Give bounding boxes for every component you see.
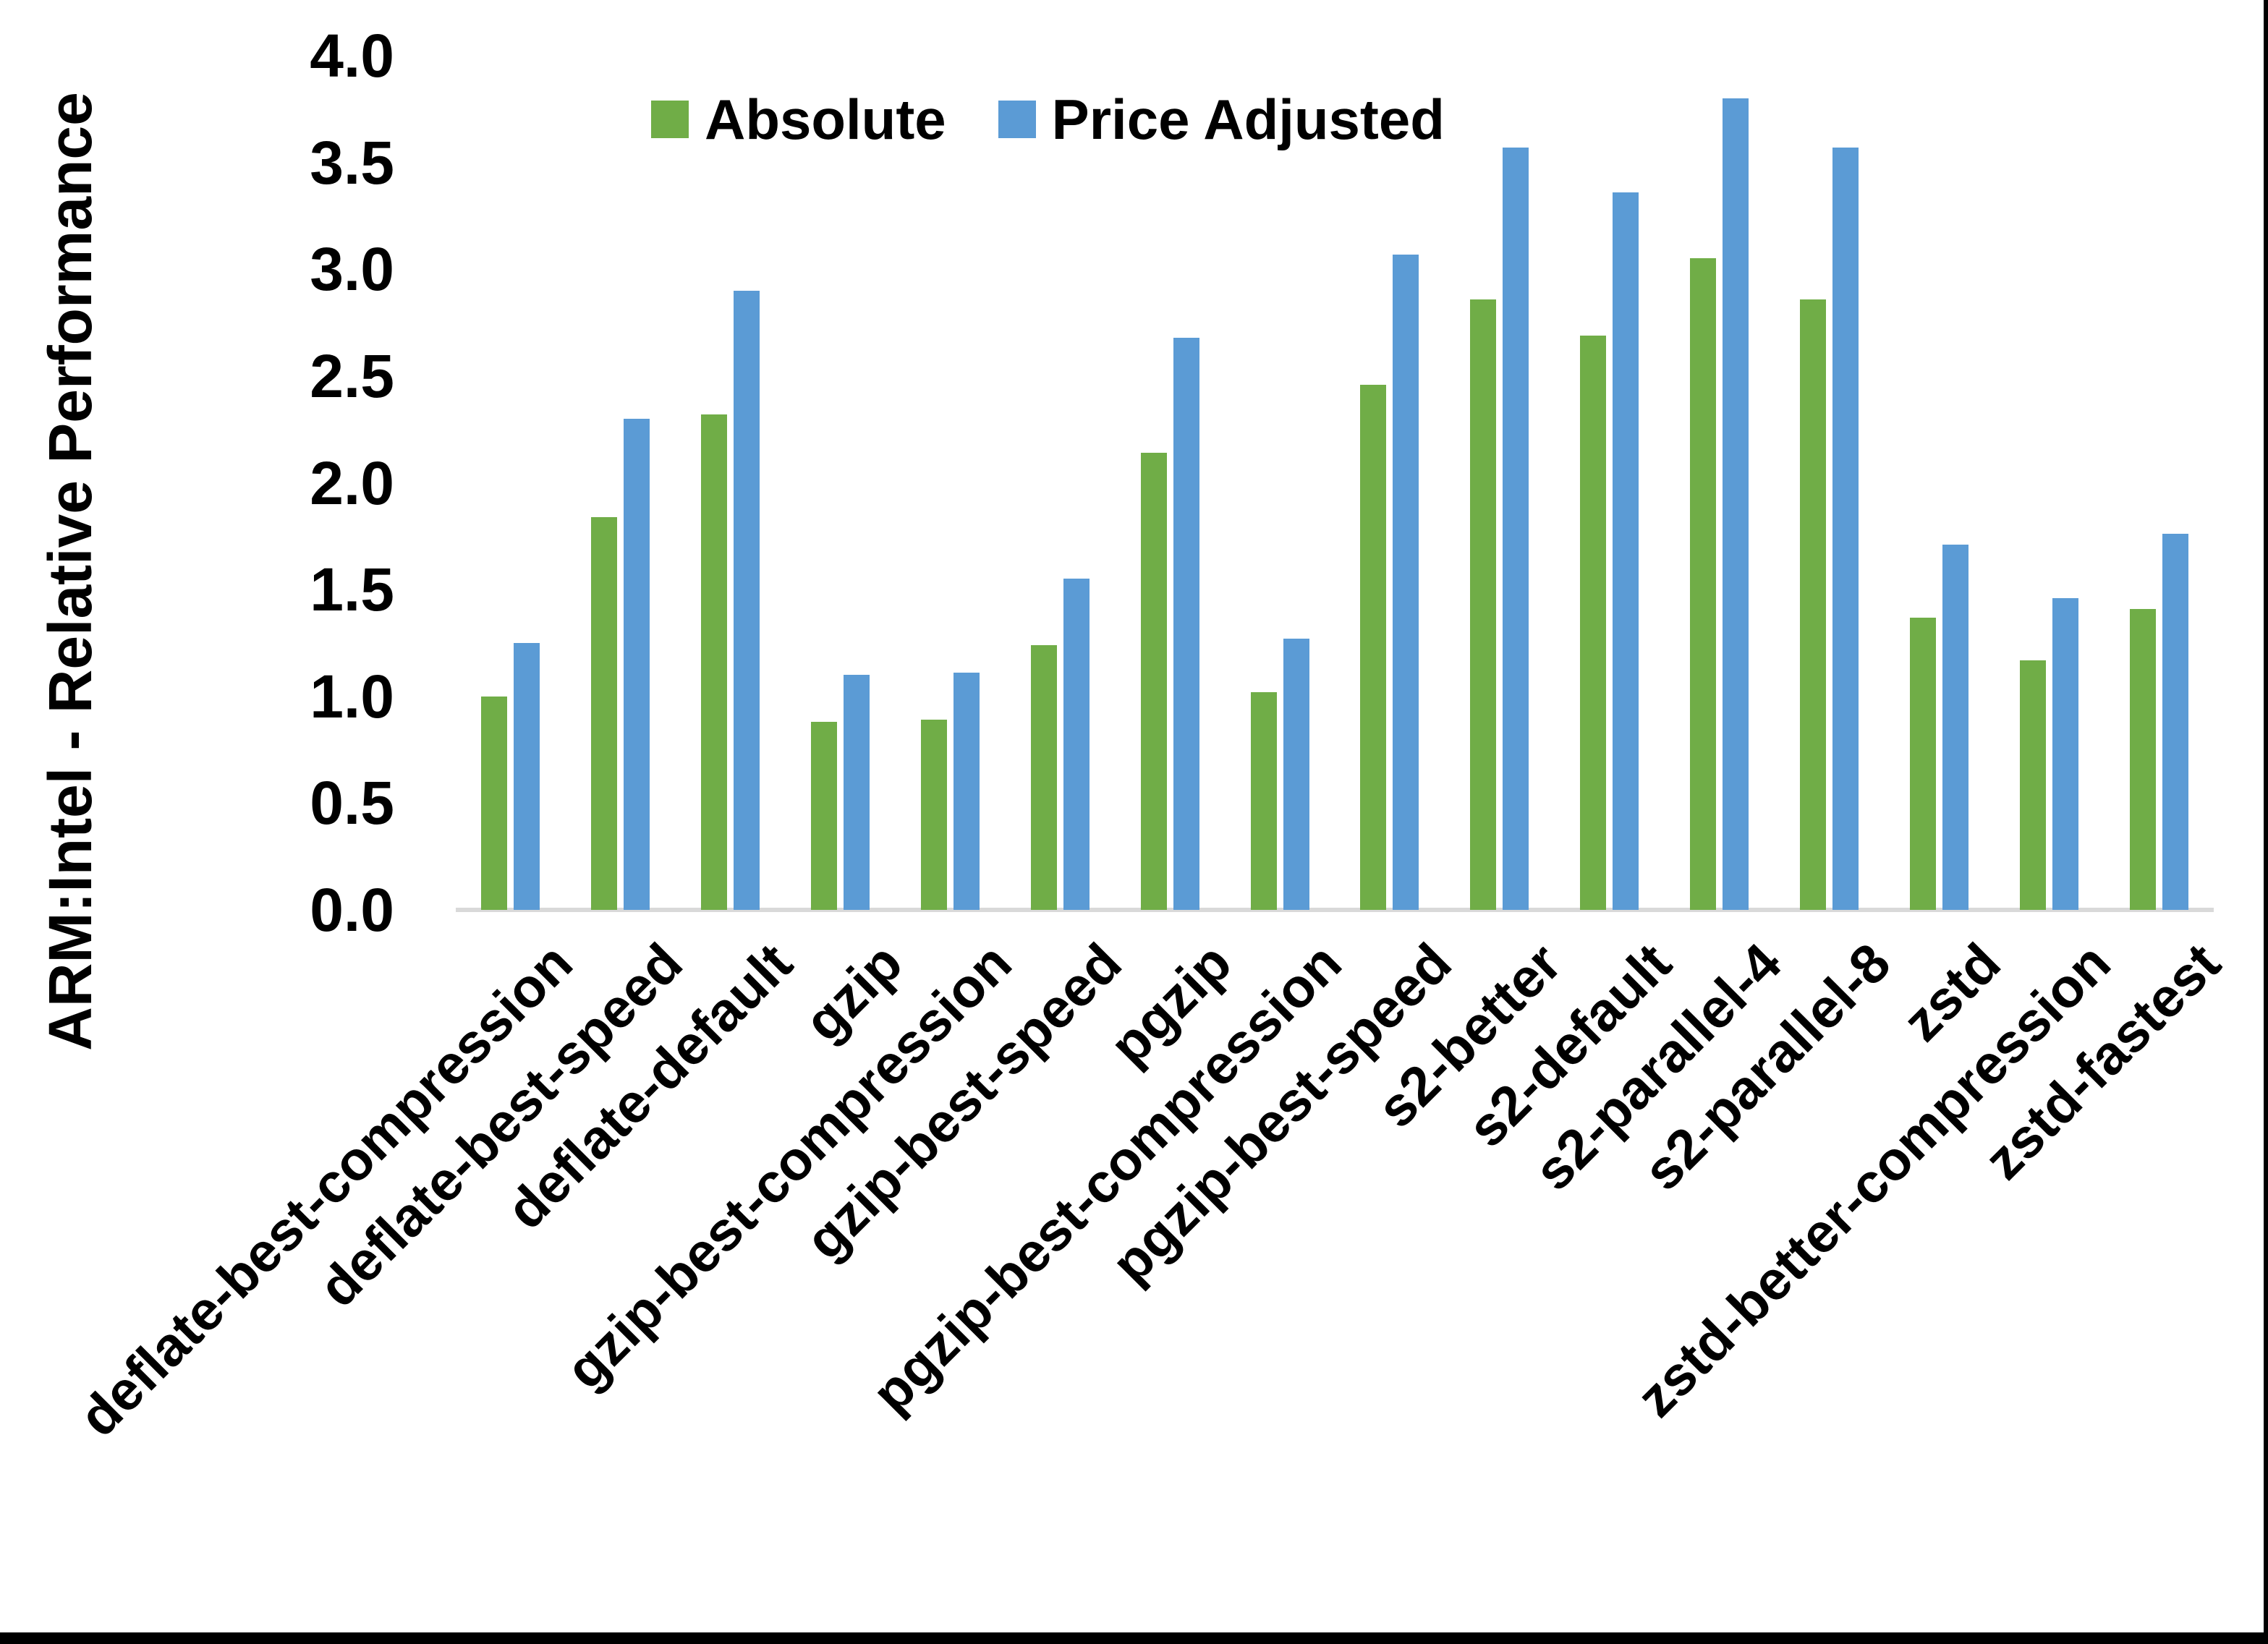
y-tick-label: 4.0 [310,22,394,90]
bars-container [456,56,2214,910]
legend-label: Price Adjusted [1051,88,1445,151]
plot-area [456,56,2214,912]
category-group-deflate-default [676,56,786,910]
bar-price-adjusted-deflate-best-speed [624,419,650,910]
category-group-pgzip-best-speed [1335,56,1445,910]
bar-price-adjusted-s2-parallel-8 [1832,148,1859,910]
category-group-zstd-better-compression [1994,56,2104,910]
bar-absolute-deflate-best-compression [481,697,508,910]
category-group-s2-default [1555,56,1665,910]
y-tick-label: 3.0 [310,235,394,303]
bar-price-adjusted-deflate-default [734,291,760,910]
bar-absolute-zstd-fastest [2129,609,2156,910]
bar-absolute-deflate-default [701,414,728,910]
x-axis-line [456,908,2214,912]
category-group-s2-better [1445,56,1555,910]
bar-price-adjusted-zstd-better-compression [2052,598,2078,910]
bar-price-adjusted-s2-default [1613,192,1639,910]
bar-price-adjusted-pgzip [1173,338,1199,910]
bar-price-adjusted-gzip [844,675,870,910]
category-group-s2-parallel-8 [1775,56,1885,910]
y-tick-label: 0.5 [310,769,394,837]
legend-swatch-icon [998,101,1036,138]
bar-absolute-zstd-better-compression [2019,660,2046,910]
bar-absolute-gzip [811,722,838,910]
legend-label: Absolute [705,88,946,151]
y-tick-label: 3.5 [310,129,394,197]
bottom-frame-border [0,1632,2268,1644]
bar-absolute-deflate-best-speed [591,517,618,910]
legend-swatch-icon [651,101,689,138]
category-group-gzip-best-speed [1005,56,1115,910]
y-axis-title: ARM:Intel - Relative Performance [36,92,104,1051]
category-group-deflate-best-compression [456,56,566,910]
y-tick-label: 2.0 [310,449,394,517]
bar-price-adjusted-pgzip-best-compression [1283,639,1309,910]
bar-price-adjusted-gzip-best-compression [953,673,980,910]
right-frame-border [2264,0,2268,1644]
bar-absolute-zstd [1909,618,1936,910]
bar-price-adjusted-zstd-fastest [2162,534,2188,910]
y-tick-label: 2.5 [310,342,394,410]
category-group-gzip [786,56,896,910]
y-tick-label: 1.5 [310,555,394,623]
bar-price-adjusted-zstd [1942,545,1968,910]
category-group-pgzip-best-compression [1225,56,1335,910]
bar-absolute-pgzip [1140,453,1167,910]
bar-absolute-pgzip-best-compression [1250,692,1277,910]
legend: Absolute Price Adjusted [651,91,1445,148]
bar-absolute-s2-default [1580,336,1607,910]
bar-price-adjusted-pgzip-best-speed [1393,255,1419,910]
category-group-zstd-fastest [2104,56,2214,910]
y-tick-label: 0.0 [310,876,394,944]
bar-absolute-pgzip-best-speed [1360,385,1387,910]
category-group-zstd [1884,56,1994,910]
category-group-deflate-best-speed [566,56,676,910]
category-group-pgzip [1115,56,1225,910]
bar-absolute-s2-parallel-8 [1799,299,1826,910]
bar-price-adjusted-deflate-best-compression [514,643,540,910]
bar-price-adjusted-gzip-best-speed [1063,579,1090,910]
category-group-s2-parallel-4 [1665,56,1775,910]
bar-absolute-gzip-best-compression [920,720,947,910]
bar-absolute-s2-parallel-4 [1690,258,1717,910]
category-group-gzip-best-compression [896,56,1006,910]
legend-item-absolute: Absolute [651,91,946,148]
bar-absolute-gzip-best-speed [1030,645,1057,910]
bar-absolute-s2-better [1470,299,1497,910]
legend-item-price-adjusted: Price Adjusted [998,91,1445,148]
bar-price-adjusted-s2-parallel-4 [1723,98,1749,910]
y-tick-label: 1.0 [310,663,394,731]
bar-price-adjusted-s2-better [1503,148,1529,910]
